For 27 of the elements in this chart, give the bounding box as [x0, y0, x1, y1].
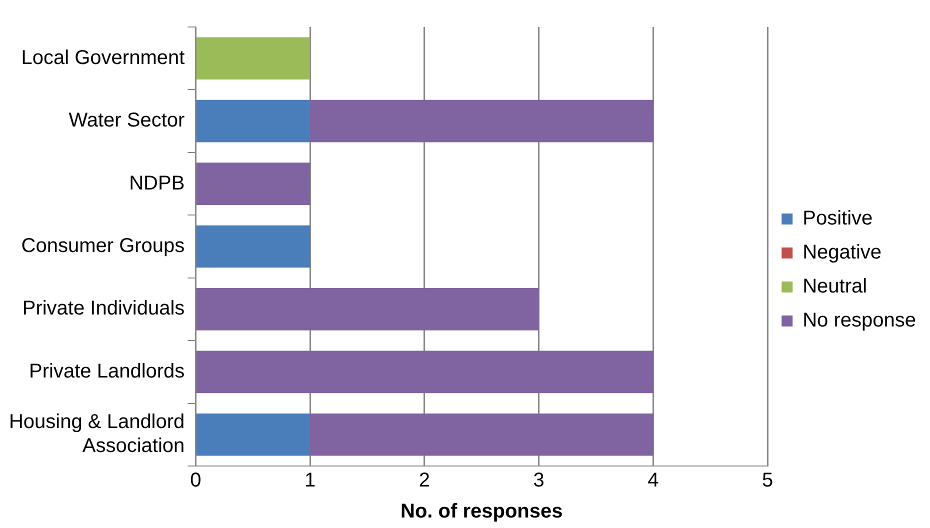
legend-label: Negative	[802, 242, 882, 264]
bar	[196, 100, 310, 142]
x-tick-label: 4	[648, 470, 659, 492]
y-tick-label: Private Individuals	[22, 298, 185, 320]
legend-label: Positive	[802, 208, 873, 230]
x-axis-title: No. of responses	[400, 500, 563, 523]
x-tick-label: 5	[762, 470, 774, 492]
y-tick-label: NDPB	[129, 172, 185, 194]
bar	[196, 350, 654, 394]
bar	[196, 288, 539, 330]
bar	[310, 413, 654, 456]
bar	[196, 37, 310, 80]
y-tick-label: Water Sector	[68, 110, 185, 132]
x-tick-label: 1	[304, 470, 316, 492]
y-tick-label: Private Landlords	[29, 360, 185, 382]
bar	[196, 162, 310, 205]
bar	[310, 100, 654, 142]
x-tick-label: 3	[533, 470, 544, 492]
y-tick-label: Local Government	[21, 46, 186, 69]
x-tick-label: 2	[418, 470, 430, 492]
y-tick-label: Consumer Groups	[21, 235, 185, 258]
legend-label: No response	[802, 310, 916, 332]
x-tick-label: 0	[190, 470, 202, 492]
bar	[196, 225, 310, 268]
y-tick-label: Housing & Landlord Association	[8, 411, 185, 458]
bar	[196, 413, 310, 456]
legend-label: Neutral	[802, 276, 868, 298]
